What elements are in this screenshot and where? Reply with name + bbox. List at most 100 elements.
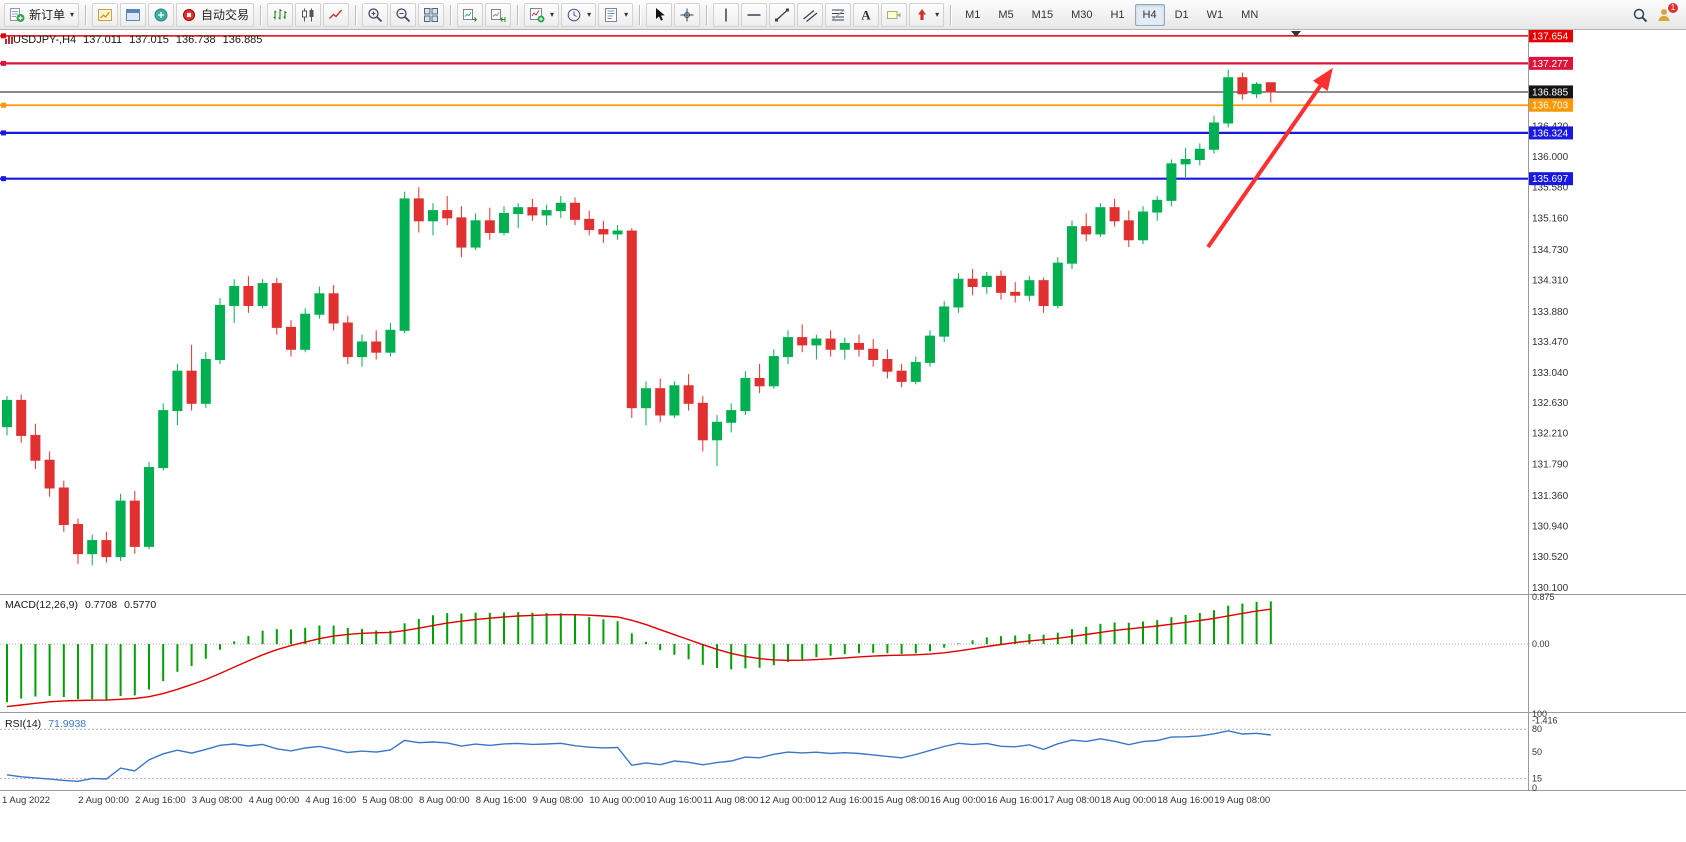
new-chart-icon xyxy=(98,8,113,21)
auto-scroll-button[interactable] xyxy=(457,2,484,27)
tile-windows-button[interactable] xyxy=(418,2,445,27)
timeframe-m15-button[interactable]: M15 xyxy=(1031,8,1054,21)
trendline-icon xyxy=(775,8,790,21)
data-window-button[interactable] xyxy=(148,2,175,27)
horizontal-line-button[interactable] xyxy=(741,2,768,27)
candles xyxy=(2,69,1276,566)
price-tick-label: 132.630 xyxy=(1532,398,1569,409)
trend-arrow-annotation[interactable] xyxy=(1206,67,1333,249)
candle xyxy=(16,394,27,443)
timeframe-m30-button[interactable]: M30 xyxy=(1071,8,1093,21)
candle xyxy=(555,195,566,218)
candle xyxy=(101,531,112,563)
macd-value-signal: 0.5770 xyxy=(124,599,157,611)
timeframe-h4-button[interactable]: H4 xyxy=(1134,3,1165,26)
hline-136324[interactable] xyxy=(0,130,1528,136)
candle xyxy=(1038,277,1049,313)
terminal-icon xyxy=(154,8,168,21)
account-button[interactable]: 1 xyxy=(1656,2,1678,23)
templates-icon xyxy=(605,7,618,22)
zoom-out-button[interactable] xyxy=(390,2,417,27)
price-tick-label: 134.730 xyxy=(1532,245,1569,256)
time-label: 3 Aug 08:00 xyxy=(192,795,243,806)
hline-icon xyxy=(747,13,761,16)
chart-canvas[interactable]: 136.420136.000135.580135.160134.730134.3… xyxy=(0,30,1686,842)
candlestick-button[interactable] xyxy=(295,2,322,27)
toolbar: 新订单 ▾ 自动交易 ▾ ▾ ▾ A ▾ M1 M5 M15 M30 H1 H4 D1 W1 MN 1 xyxy=(0,0,1686,30)
candle xyxy=(357,334,367,367)
time-axis[interactable]: 1 Aug 2022 2 Aug 00:00 2 Aug 16:00 3 Aug 08… xyxy=(2,795,1270,806)
price-tick-label: 135.160 xyxy=(1532,213,1569,224)
candle xyxy=(1138,206,1148,245)
timeframe-m5-button[interactable]: M5 xyxy=(998,8,1014,21)
candle xyxy=(712,414,722,467)
chart-shift-button[interactable] xyxy=(485,2,512,27)
hline-136703[interactable] xyxy=(0,102,1528,108)
candle xyxy=(215,298,225,364)
candle xyxy=(413,187,424,233)
new-order-icon xyxy=(10,7,25,22)
svg-text:137.654: 137.654 xyxy=(1532,31,1569,42)
candle xyxy=(229,279,240,323)
time-label: 15 Aug 08:00 xyxy=(873,795,929,806)
shapes-icon xyxy=(918,8,927,20)
ohlc-open: 137.011 xyxy=(83,34,123,46)
zoom-in-button[interactable] xyxy=(362,2,389,27)
indicators-button[interactable]: ▾ xyxy=(524,2,560,27)
timeframe-h1-button[interactable]: H1 xyxy=(1110,8,1125,21)
new-chart-button[interactable] xyxy=(92,2,119,27)
candle xyxy=(953,273,964,313)
candle xyxy=(300,308,311,353)
bar-chart-button[interactable] xyxy=(267,2,294,27)
price-tick-label: 131.790 xyxy=(1532,459,1569,470)
time-label: 19 Aug 08:00 xyxy=(1214,795,1270,806)
time-label: 16 Aug 00:00 xyxy=(930,795,986,806)
time-label: 8 Aug 16:00 xyxy=(476,795,527,806)
bars-icon xyxy=(273,8,287,19)
timeframe-d1-button[interactable]: D1 xyxy=(1174,8,1189,21)
svg-text:136.324: 136.324 xyxy=(1532,128,1569,139)
price-tick-label: 136.000 xyxy=(1532,152,1569,163)
chart-window[interactable]: 136.420136.000135.580135.160134.730134.3… xyxy=(0,30,1686,842)
timeframe-w1-button[interactable]: W1 xyxy=(1206,8,1224,21)
object-anchor-marker[interactable] xyxy=(1291,31,1301,37)
vline-icon xyxy=(725,8,727,21)
channel-button[interactable] xyxy=(797,2,824,27)
candle xyxy=(1209,115,1219,154)
arrows-button[interactable]: ▾ xyxy=(909,2,945,27)
dropdown-caret-icon: ▾ xyxy=(587,10,592,19)
macd-scale-label: 0.875 xyxy=(1532,592,1555,602)
candle xyxy=(58,480,69,532)
text-button[interactable]: A xyxy=(853,2,880,27)
trendline-button[interactable] xyxy=(769,2,796,27)
timeframe-m1-button[interactable]: M1 xyxy=(965,8,981,21)
timeframe-mn-button[interactable]: MN xyxy=(1241,8,1259,21)
candle xyxy=(584,210,595,236)
cursor-button[interactable] xyxy=(646,2,673,27)
line-chart-button[interactable] xyxy=(323,2,350,27)
crosshair-icon xyxy=(680,8,694,21)
new-order-button[interactable]: 新订单 ▾ xyxy=(4,2,80,27)
periods-button[interactable]: ▾ xyxy=(561,2,597,27)
hline-137654[interactable] xyxy=(0,33,1528,39)
vertical-line-button[interactable] xyxy=(713,2,740,27)
rsi-pane: 100 80 50 150 xyxy=(0,709,1547,793)
crosshair-button[interactable] xyxy=(674,2,701,27)
candle xyxy=(158,403,169,471)
rsi-scale-label: 15 xyxy=(1532,774,1542,784)
profiles-button[interactable] xyxy=(120,2,147,27)
templates-button[interactable]: ▾ xyxy=(598,2,634,27)
hline-137277[interactable] xyxy=(0,60,1528,66)
hline-135697[interactable] xyxy=(0,176,1528,182)
candle xyxy=(1237,72,1248,100)
label-button[interactable] xyxy=(881,2,908,27)
candle xyxy=(783,330,793,364)
search-button[interactable] xyxy=(1632,7,1648,23)
price-scale[interactable]: 136.420136.000135.580135.160134.730134.3… xyxy=(1529,30,1573,594)
autotrading-button[interactable]: 自动交易 xyxy=(176,2,255,27)
candle xyxy=(825,330,836,357)
time-label: 5 Aug 08:00 xyxy=(362,795,413,806)
fibonacci-button[interactable] xyxy=(825,2,852,27)
time-label: 12 Aug 00:00 xyxy=(760,795,816,806)
toolbar-separator xyxy=(355,4,357,25)
